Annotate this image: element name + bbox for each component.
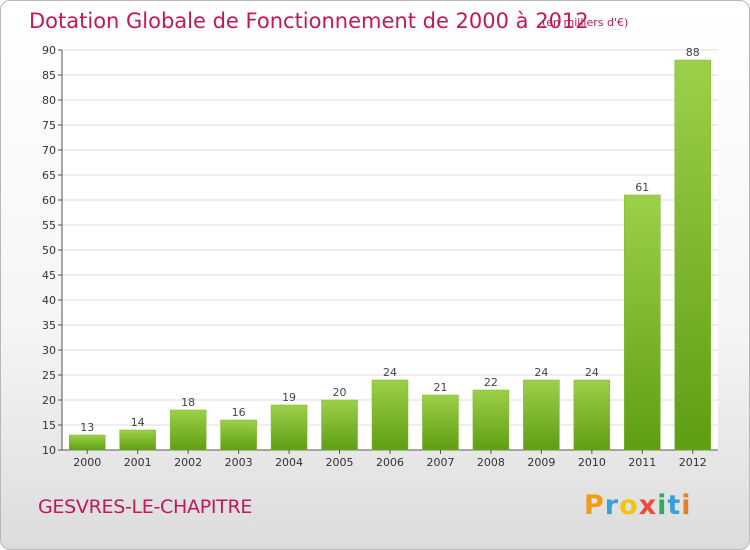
bar — [169, 409, 207, 451]
y-tick-label: 85 — [42, 69, 56, 82]
chart-title: Dotation Globale de Fonctionnement de 20… — [29, 9, 589, 33]
data-label: 24 — [585, 366, 599, 379]
logo-letter: P — [584, 490, 605, 521]
logo-letter: i — [681, 490, 692, 521]
y-tick-label: 90 — [42, 44, 56, 57]
y-tick-label: 15 — [42, 419, 56, 432]
data-label: 13 — [80, 421, 94, 434]
y-tick-label: 35 — [42, 319, 56, 332]
y-tick-label: 10 — [42, 444, 56, 457]
y-tick-label: 45 — [42, 269, 56, 282]
bar — [68, 434, 106, 451]
y-tick-label: 55 — [42, 219, 56, 232]
y-tick-label: 40 — [42, 294, 56, 307]
y-tick-label: 65 — [42, 169, 56, 182]
data-label: 19 — [282, 391, 296, 404]
y-tick-label: 75 — [42, 119, 56, 132]
bar — [472, 389, 510, 451]
y-tick-label: 80 — [42, 94, 56, 107]
x-tick-label: 2004 — [275, 456, 303, 469]
x-tick-label: 2010 — [578, 456, 606, 469]
bar — [270, 404, 308, 451]
data-label: 14 — [131, 416, 145, 429]
chart-subtitle: (en milliers d'€) — [542, 16, 629, 29]
logo-letter: r — [604, 490, 620, 521]
x-tick-label: 2001 — [124, 456, 152, 469]
x-tick-label: 2008 — [477, 456, 505, 469]
x-tick-label: 2000 — [73, 456, 101, 469]
data-label: 22 — [484, 376, 498, 389]
x-tick-label: 2005 — [326, 456, 354, 469]
y-tick-label: 20 — [42, 394, 56, 407]
x-tick-label: 2011 — [628, 456, 656, 469]
y-tick-label: 25 — [42, 369, 56, 382]
data-label: 88 — [686, 46, 700, 59]
data-label: 24 — [534, 366, 548, 379]
logo-letter: x — [638, 490, 658, 521]
y-tick-label: 70 — [42, 144, 56, 157]
bar — [674, 59, 712, 451]
bar — [371, 379, 409, 451]
x-tick-label: 2007 — [426, 456, 454, 469]
bar — [119, 429, 156, 451]
bar — [624, 194, 661, 451]
x-tick-label: 2012 — [679, 456, 707, 469]
y-tick-label: 50 — [42, 244, 56, 257]
logo-letter: i — [657, 490, 668, 521]
bar — [220, 419, 257, 451]
data-label: 16 — [232, 406, 246, 419]
commune-name: GESVRES-LE-CHAPITRE — [38, 496, 253, 518]
bar — [523, 379, 560, 451]
bar — [321, 399, 358, 451]
bar — [573, 379, 611, 451]
data-label: 24 — [383, 366, 397, 379]
logo-letter: o — [619, 490, 639, 521]
x-tick-label: 2009 — [527, 456, 555, 469]
y-tick-label: 30 — [42, 344, 56, 357]
proxiti-logo: Proxiti — [584, 490, 692, 521]
data-label: 61 — [635, 181, 649, 194]
data-label: 20 — [333, 386, 347, 399]
x-tick-label: 2003 — [225, 456, 253, 469]
x-tick-label: 2002 — [174, 456, 202, 469]
bar — [422, 394, 459, 451]
logo-letter: t — [667, 490, 682, 521]
data-label: 21 — [433, 381, 447, 394]
data-label: 18 — [181, 396, 195, 409]
x-tick-label: 2006 — [376, 456, 404, 469]
y-tick-label: 60 — [42, 194, 56, 207]
